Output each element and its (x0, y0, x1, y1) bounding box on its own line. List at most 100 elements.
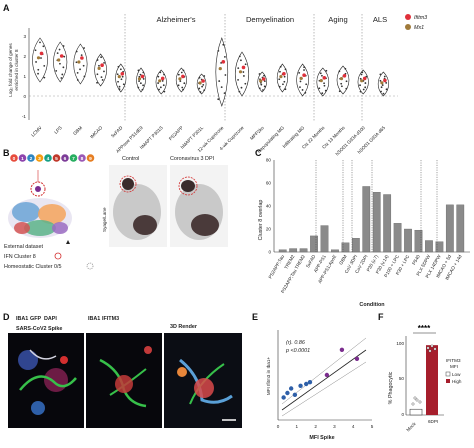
panel-c-bar (320, 225, 329, 253)
violin-dot (119, 68, 122, 71)
panel-c-bar (362, 186, 371, 253)
violin-dot (381, 84, 384, 86)
violin-dot (318, 87, 321, 90)
violin-dot (244, 63, 247, 66)
violin-dot (243, 75, 245, 77)
mx1-dot (319, 79, 323, 83)
violin-dot (116, 73, 119, 76)
violin-dot (103, 61, 105, 64)
violin-dot (340, 85, 343, 88)
violin-dot (282, 83, 284, 86)
micrograph-3d-render (164, 333, 242, 428)
mx1-dot (117, 75, 121, 79)
scatter-point (292, 392, 298, 397)
violin-dot (364, 82, 367, 84)
scatter-point (307, 380, 313, 385)
panel-c-bar (299, 248, 308, 253)
significance-stars: **** (418, 324, 431, 333)
violin-dot (299, 80, 302, 83)
legend-title-1: IFITM3 (446, 358, 461, 363)
panel-c-bar (372, 192, 381, 253)
homeostatic-marker (86, 262, 94, 270)
panel-c-letter: C (255, 148, 262, 158)
scatter-point (354, 356, 360, 361)
panel-c-yticks: 80 60 40 20 0 (266, 158, 272, 255)
violin-dot (238, 90, 241, 93)
panel-c-bar (278, 249, 287, 253)
panel-e-xlabel: MFI Spike (309, 435, 334, 441)
scatter-point (298, 383, 303, 388)
violin-dot (101, 79, 104, 81)
ifitm3-dot (100, 63, 104, 67)
brain-section-coronavirus (170, 165, 228, 247)
violin-dot (181, 86, 184, 89)
mx1-dot (178, 77, 182, 81)
ifitm3-dot (160, 76, 165, 81)
violin-dot (182, 88, 185, 91)
violin (155, 69, 167, 95)
violin-dot (141, 88, 144, 91)
panel-c-bar (383, 194, 392, 253)
violin-dot (79, 68, 81, 71)
violin (136, 67, 146, 93)
cluster-id-circle (44, 154, 52, 162)
violin-dot (223, 55, 226, 58)
violin-dot (142, 84, 145, 87)
mx1-dot (218, 67, 222, 71)
violin-dot (303, 69, 305, 71)
violin-dot (220, 62, 223, 64)
violin-dot (298, 71, 301, 74)
violin-dot (62, 45, 65, 47)
violin-dot (43, 64, 46, 67)
violin-dot (37, 72, 39, 75)
violin-dot (338, 90, 341, 93)
ifitm3-dot (241, 65, 246, 70)
panel-f-xlabel-6dpi: 6DPI (428, 419, 438, 424)
condition-label: MPP2ko (249, 125, 265, 141)
panel-f-legend: IFITM3 MFI Low High (445, 358, 462, 384)
mx1-dot (198, 81, 202, 85)
panel-c-ytick: 0 (268, 250, 271, 255)
violin-dot (163, 73, 165, 76)
ifn-cluster-label: IFN Cluster 8 (4, 254, 36, 260)
cluster-id-circle (69, 154, 78, 162)
violin-dot (63, 55, 66, 58)
violin-dot (283, 75, 286, 78)
violin-dot (96, 59, 99, 61)
panel-a-ylabel-line1: Log₂ fold change of genes (8, 43, 13, 97)
violin-dot (75, 61, 78, 64)
mx1-dot (36, 56, 41, 60)
panel-f-yticks: 100 50 0 (396, 341, 404, 417)
panel-c-bar (445, 204, 454, 253)
violin (32, 37, 48, 83)
violin-dot (59, 62, 61, 65)
panel-a-ytick: 0 (23, 94, 26, 99)
phagocytic-dot (428, 349, 432, 353)
ifn-cluster-highlight (30, 181, 46, 197)
panel-a-ytick: 3 (23, 34, 26, 39)
ifitm3-dot (282, 72, 286, 76)
panel-d-iba1: IBA1 (16, 316, 28, 322)
cluster-id-label: 7 (72, 156, 75, 162)
violin-dot (76, 79, 79, 81)
panel-a-legend: Ifitm3 Mx1 (405, 14, 427, 31)
violin-dot (56, 52, 59, 55)
mx1-dot (299, 76, 303, 80)
scatter-point (324, 372, 330, 378)
violin-dot (244, 82, 247, 85)
violin-dot (379, 79, 382, 82)
violin-dot (385, 88, 388, 91)
panel-a-violins (32, 37, 389, 107)
violin-dot (324, 89, 327, 92)
scatter-point (285, 390, 290, 396)
homeostatic-label: Homeostatic Cluster 0/5 (4, 264, 62, 270)
violin-dot (305, 83, 308, 86)
mx1-dot (158, 79, 162, 83)
violin-dot (61, 73, 64, 76)
violin-dot (301, 89, 304, 91)
control-label: Control (122, 156, 139, 162)
cluster-id-circle (61, 154, 69, 162)
violin-dot (138, 80, 140, 82)
violin-dot (258, 73, 261, 75)
